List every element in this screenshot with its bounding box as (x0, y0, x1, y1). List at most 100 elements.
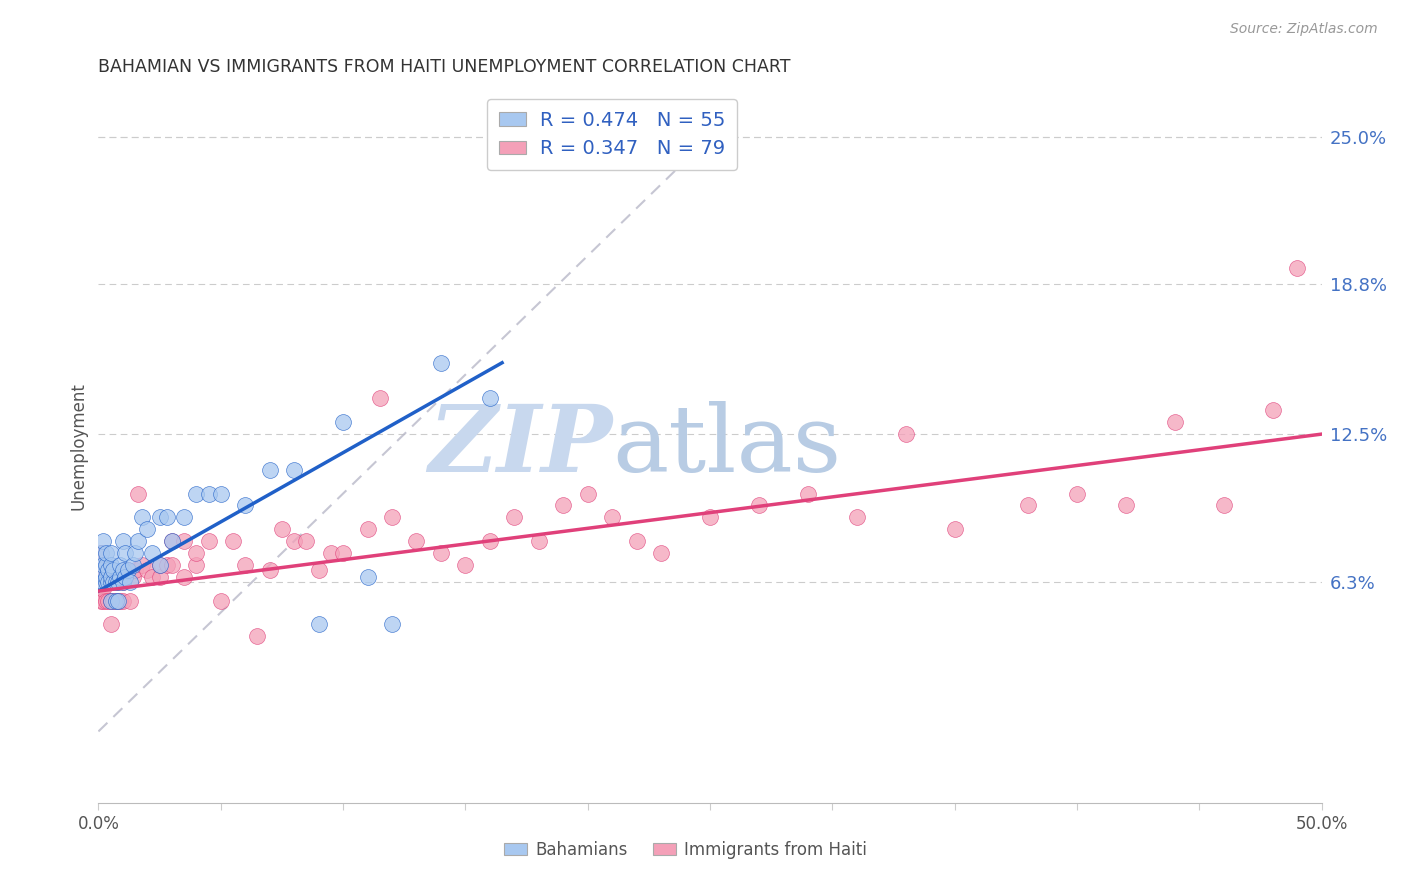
Point (259, 563, 281, 577)
Point (101, 593, 124, 607)
Point (149, 510, 172, 524)
Point (107, 574, 129, 589)
Point (1286, 260, 1309, 275)
Point (1066, 486, 1088, 500)
Point (104, 593, 127, 607)
Point (173, 510, 195, 524)
Text: ZIP: ZIP (427, 401, 612, 491)
Point (173, 570, 195, 584)
Point (107, 593, 129, 607)
Point (100, 558, 122, 572)
Point (270, 522, 294, 536)
Point (91, 574, 114, 589)
Point (233, 499, 256, 513)
Point (1212, 499, 1234, 513)
Point (100, 593, 122, 607)
Point (156, 510, 179, 524)
Point (111, 574, 134, 589)
Point (114, 570, 136, 584)
Point (100, 546, 122, 560)
Point (114, 570, 136, 584)
Point (943, 522, 966, 536)
Point (111, 574, 134, 589)
Point (94, 558, 117, 572)
Text: atlas: atlas (612, 401, 841, 491)
Point (111, 534, 134, 549)
Y-axis label: Unemployment: Unemployment (69, 382, 87, 510)
Point (186, 558, 208, 572)
Point (1115, 499, 1137, 513)
Point (308, 617, 330, 632)
Point (246, 629, 269, 643)
Point (319, 546, 342, 560)
Point (97, 574, 120, 589)
Point (748, 499, 770, 513)
Point (101, 574, 124, 589)
Point (1261, 403, 1284, 417)
Point (91, 593, 114, 607)
Point (186, 546, 208, 560)
Point (356, 522, 378, 536)
Point (209, 593, 232, 607)
Point (90, 563, 112, 577)
Point (149, 570, 172, 584)
Point (478, 534, 501, 549)
Point (845, 510, 868, 524)
Point (94, 574, 117, 589)
Point (110, 570, 132, 584)
Point (90, 586, 112, 600)
Point (90, 546, 112, 560)
Point (186, 486, 208, 500)
Point (90, 546, 112, 560)
Point (104, 593, 127, 607)
Point (149, 558, 172, 572)
Point (107, 574, 129, 589)
Point (430, 546, 453, 560)
Point (1164, 415, 1187, 429)
Point (356, 570, 378, 584)
Point (259, 463, 281, 477)
Point (173, 534, 195, 549)
Point (110, 558, 132, 572)
Point (100, 574, 122, 589)
Point (308, 563, 330, 577)
Point (120, 593, 142, 607)
Point (91, 563, 114, 577)
Point (111, 563, 134, 577)
Point (295, 534, 318, 549)
Point (405, 534, 427, 549)
Point (111, 593, 134, 607)
Point (90, 574, 112, 589)
Point (381, 510, 404, 524)
Point (94, 593, 117, 607)
Point (100, 570, 122, 584)
Point (141, 546, 163, 560)
Point (100, 574, 122, 589)
Point (1017, 499, 1039, 513)
Point (101, 563, 124, 577)
Point (97, 563, 120, 577)
Point (117, 563, 139, 577)
Point (160, 534, 183, 549)
Point (97, 574, 120, 589)
Point (209, 486, 232, 500)
Point (136, 563, 159, 577)
Point (90, 574, 112, 589)
Point (503, 510, 526, 524)
Point (107, 593, 129, 607)
Point (149, 558, 172, 572)
Point (97, 593, 120, 607)
Point (650, 546, 672, 560)
Point (381, 617, 404, 632)
Point (131, 558, 153, 572)
Point (894, 427, 917, 442)
Point (160, 558, 183, 572)
Point (94, 546, 117, 560)
Point (117, 563, 139, 577)
Point (332, 546, 354, 560)
Point (600, 510, 623, 524)
Point (100, 593, 122, 607)
Point (91, 582, 114, 596)
Point (332, 415, 354, 429)
Point (114, 546, 136, 560)
